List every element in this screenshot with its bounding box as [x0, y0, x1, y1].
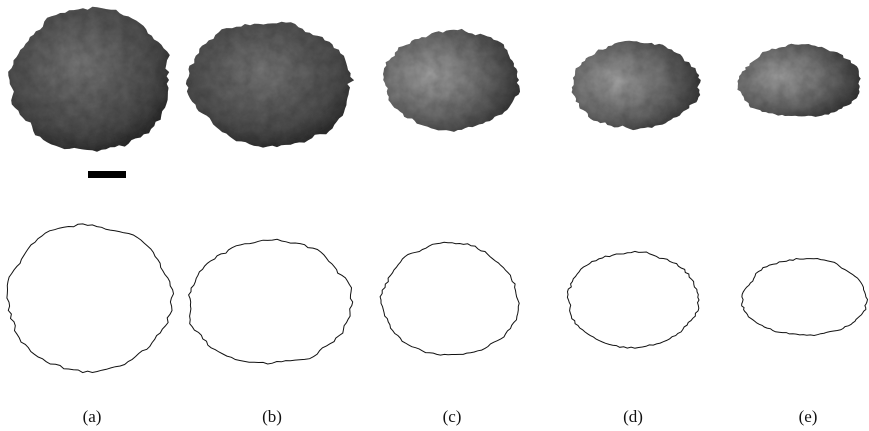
particle-image — [8, 7, 170, 152]
panel-label: (b) — [262, 407, 282, 426]
panel-label: (a) — [83, 407, 102, 426]
particle-image — [186, 22, 354, 148]
scale-bar — [88, 171, 126, 178]
particle-images — [8, 7, 861, 152]
particle-outline — [189, 239, 353, 364]
panel-label: (d) — [623, 407, 643, 426]
particle-image — [383, 29, 520, 132]
panel-labels: (a) (b) (c) (d) (e) — [83, 407, 818, 426]
particle-outline — [742, 259, 868, 336]
page: (a) (b) (c) (d) (e) (() => { const data … — [0, 0, 869, 431]
panel-label: (e) — [799, 407, 818, 426]
particle-image — [737, 44, 860, 117]
figure: (a) (b) (c) (d) (e) — [0, 0, 869, 431]
panel-label: (c) — [443, 407, 462, 426]
particle-outlines — [7, 224, 868, 373]
particle-outline — [380, 242, 519, 355]
particle-outline — [7, 224, 174, 373]
particle-outline — [567, 251, 699, 348]
particle-image — [572, 41, 701, 130]
